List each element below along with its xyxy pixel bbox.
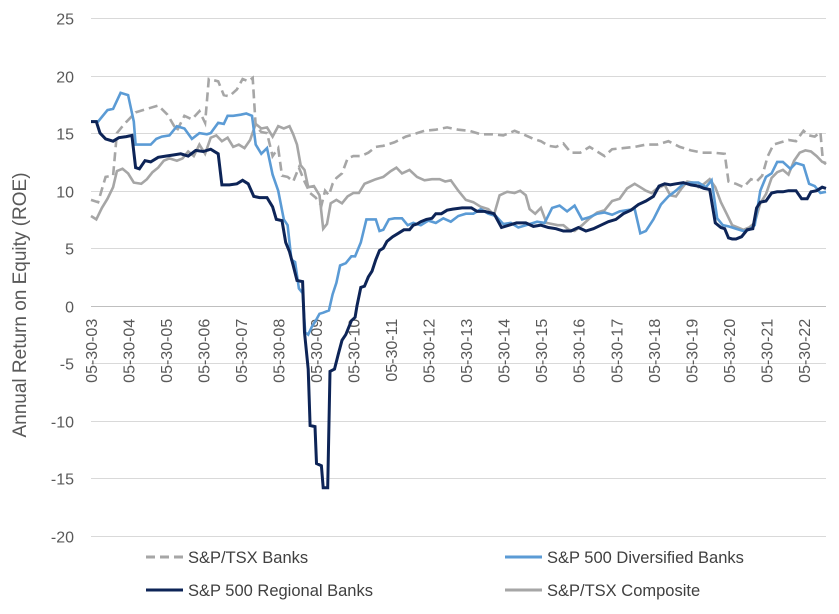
x-tick-label: 05-30-18	[647, 319, 664, 383]
y-tick-label: 25	[56, 12, 74, 29]
y-tick-label: 0	[65, 300, 74, 317]
x-tick-label: 05-30-10	[347, 319, 364, 383]
x-tick-label: 05-30-22	[797, 319, 814, 383]
x-tick-label: 05-30-14	[497, 319, 514, 383]
series-line-s-p-500-regional-banks	[91, 120, 827, 490]
y-tick-label: -5	[60, 357, 74, 374]
series-lines	[90, 75, 827, 490]
x-tick-label: 05-30-05	[159, 319, 176, 383]
x-tick-label: 05-30-20	[722, 319, 739, 383]
y-tick-label: 20	[56, 70, 74, 87]
x-tick-label: 05-30-08	[272, 319, 289, 383]
x-tick-label: 05-30-21	[759, 319, 776, 383]
legend-label: S&P/TSX Banks	[188, 549, 308, 567]
legend-label: S&P 500 Diversified Banks	[547, 549, 744, 567]
x-tick-label: 05-30-19	[684, 319, 701, 383]
x-tick-label: 05-30-09	[309, 319, 326, 383]
y-axis-ticks: 25 20 15 10 5 0 -5 -10 -15 -20	[51, 12, 74, 547]
x-tick-label: 05-30-11	[384, 319, 401, 382]
x-tick-label: 05-30-07	[234, 319, 251, 383]
legend-label: S&P 500 Regional Banks	[188, 582, 373, 600]
series-line-s-p-tsx-banks	[90, 75, 827, 209]
x-tick-label: 05-30-13	[459, 319, 476, 383]
x-tick-label: 05-30-16	[572, 319, 589, 383]
x-tick-label: 05-30-06	[197, 319, 214, 383]
y-tick-label: 15	[56, 127, 74, 144]
y-tick-label: -10	[51, 415, 74, 432]
y-tick-label: -20	[51, 530, 74, 547]
series-line-s-p-tsx-composite	[90, 121, 827, 233]
x-tick-label: 05-30-04	[122, 319, 139, 383]
x-tick-label: 05-30-17	[609, 319, 626, 383]
y-tick-label: 10	[56, 185, 74, 202]
gridlines	[91, 18, 826, 537]
legend: S&P/TSX Banks S&P 500 Diversified Banks S&…	[146, 549, 744, 600]
legend-label: S&P/TSX Composite	[547, 582, 700, 600]
y-tick-label: 5	[65, 242, 74, 259]
y-axis-label: Annual Return on Equity (ROE)	[10, 172, 31, 437]
x-tick-label: 05-30-15	[534, 319, 551, 383]
x-tick-label: 05-30-12	[422, 319, 439, 383]
x-tick-label: 05-30-03	[84, 319, 101, 383]
y-tick-label: -15	[51, 472, 74, 489]
series-line-s-p-500-diversified-banks	[91, 91, 827, 337]
x-axis-ticks: 05-30-03 05-30-04 05-30-05 05-30-06 05-30-07…	[84, 319, 814, 383]
